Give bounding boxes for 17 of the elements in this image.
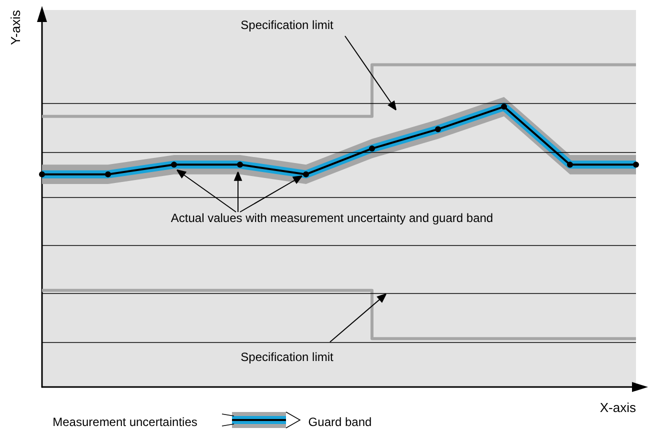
text: Specification limit	[240, 18, 334, 32]
point	[501, 104, 507, 110]
point	[237, 162, 243, 168]
annotation: Specification limit	[240, 350, 334, 364]
y-axis-title: Y-axis	[8, 10, 23, 45]
point	[435, 126, 441, 132]
annotation: Actual values with measurement uncertainty and guard band	[170, 211, 494, 225]
x-axis-title: X-axis	[600, 400, 636, 415]
point	[39, 171, 45, 178]
point	[303, 171, 309, 178]
point	[171, 162, 177, 168]
point	[633, 162, 639, 168]
point	[369, 146, 375, 152]
text: Measurement uncertainties	[52, 415, 198, 429]
point	[105, 171, 111, 178]
text: Guard band	[308, 415, 372, 429]
point	[567, 162, 573, 168]
